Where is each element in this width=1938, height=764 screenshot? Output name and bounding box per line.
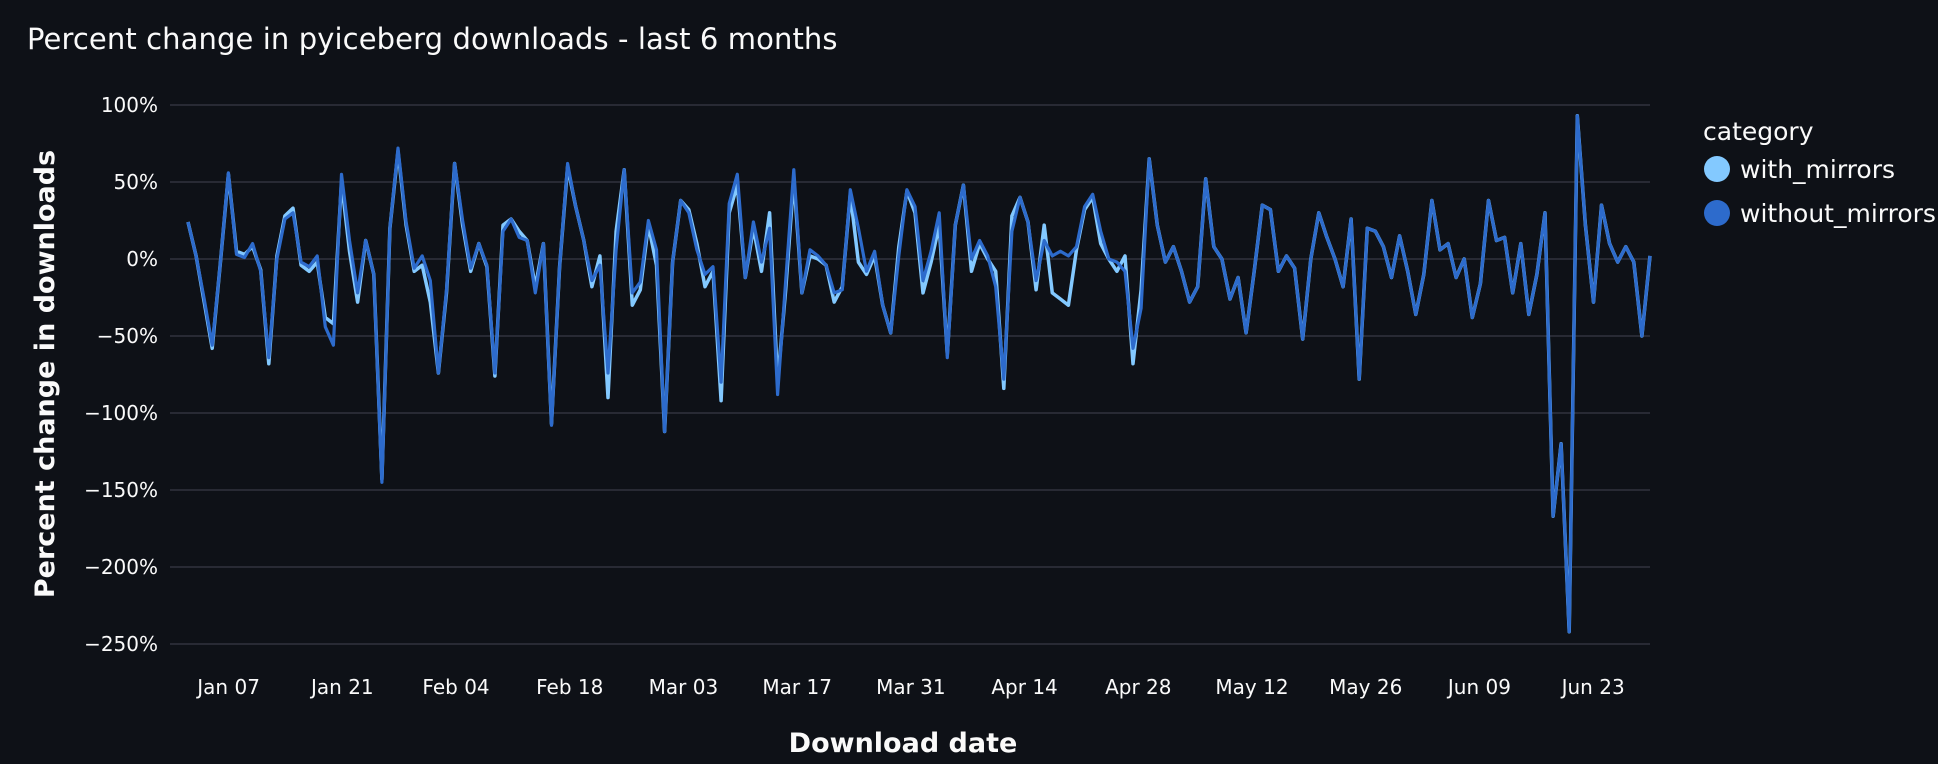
- x-tick-label: Feb 04: [422, 675, 489, 699]
- x-tick-label: Feb 18: [536, 675, 603, 699]
- y-tick-label: 50%: [114, 170, 158, 194]
- x-tick-label: Jan 07: [195, 675, 260, 699]
- x-tick-label: May 26: [1329, 675, 1402, 699]
- series-line-without-mirrors: [188, 116, 1650, 632]
- y-tick-label: −200%: [84, 555, 158, 579]
- x-tick-label: Mar 17: [762, 675, 832, 699]
- series-lines: [188, 116, 1650, 632]
- legend-title: category: [1703, 117, 1814, 146]
- x-axis-ticks: Jan 07 Jan 21 Feb 04 Feb 18 Mar 03 Mar 17 Mar …: [195, 675, 1624, 699]
- legend-swatch-with-mirrors: [1704, 156, 1730, 182]
- y-axis-title: Percent change in downloads: [30, 150, 61, 598]
- x-tick-label: Apr 14: [991, 675, 1057, 699]
- x-axis-title: Download date: [789, 728, 1018, 759]
- legend-label-with-mirrors: with_mirrors: [1740, 155, 1895, 184]
- y-tick-label: −250%: [84, 632, 158, 656]
- y-tick-label: −150%: [84, 478, 158, 502]
- x-tick-label: Mar 03: [649, 675, 719, 699]
- x-tick-label: Apr 28: [1105, 675, 1171, 699]
- y-tick-label: −100%: [84, 401, 158, 425]
- legend-label-without-mirrors: without_mirrors: [1740, 199, 1936, 228]
- series-line-with-mirrors: [188, 116, 1650, 632]
- x-tick-label: Mar 31: [876, 675, 946, 699]
- x-tick-label: May 12: [1215, 675, 1288, 699]
- y-axis-ticks: 100% 50% 0% −50% −100% −150% −200% −250%: [84, 93, 158, 656]
- y-tick-label: 0%: [126, 247, 158, 271]
- y-tick-label: 100%: [101, 93, 158, 117]
- legend-swatch-without-mirrors: [1704, 200, 1730, 226]
- x-tick-label: Jun 23: [1560, 675, 1625, 699]
- x-tick-label: Jan 21: [309, 675, 374, 699]
- x-tick-label: Jun 09: [1446, 675, 1511, 699]
- legend: category with_mirrors without_mirrors: [1703, 117, 1936, 228]
- y-tick-label: −50%: [97, 324, 158, 348]
- gridlines: [170, 105, 1650, 644]
